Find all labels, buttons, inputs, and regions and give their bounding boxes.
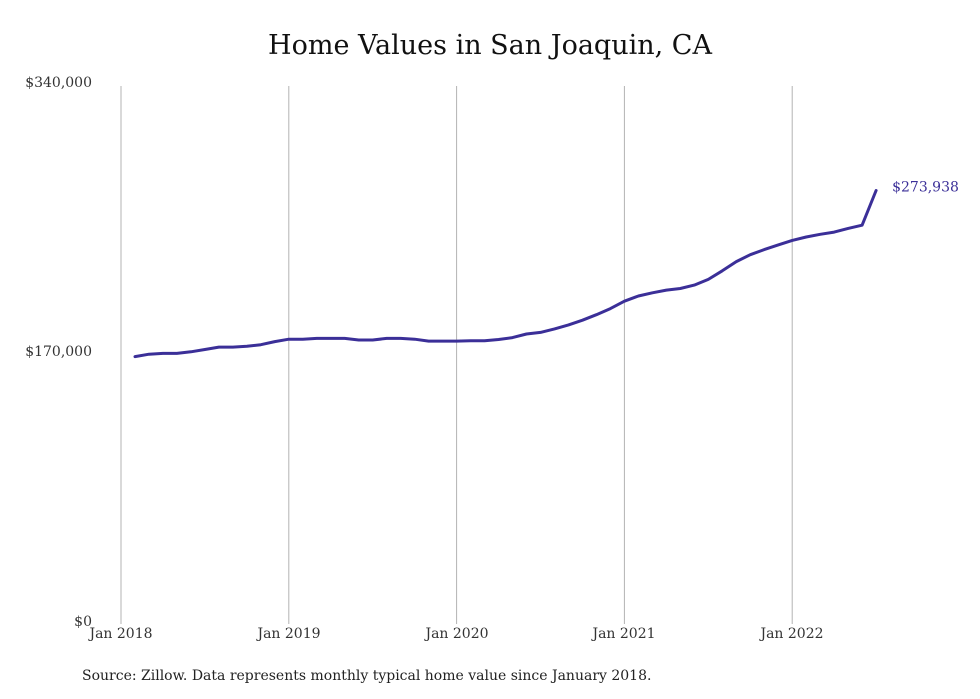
series-line-0 (133, 189, 878, 359)
x-tick-label-2022: Jan 2022 (760, 626, 824, 642)
y-tick-label-max: $340,000 (25, 75, 92, 91)
x-tick-label-2018: Jan 2018 (89, 626, 153, 642)
x-tick-label-2020: Jan 2020 (425, 626, 489, 642)
y-tick-label-zero: $0 (74, 614, 92, 630)
end-value-label: $273,938 (892, 180, 959, 196)
y-tick-label-mid: $170,000 (25, 344, 92, 360)
x-tick-label-2021: Jan 2021 (592, 626, 656, 642)
chart-title: Home Values in San Joaquin, CA (268, 30, 712, 61)
source-note: Source: Zillow. Data represents monthly … (82, 668, 652, 684)
x-tick-label-2019: Jan 2019 (257, 626, 321, 642)
